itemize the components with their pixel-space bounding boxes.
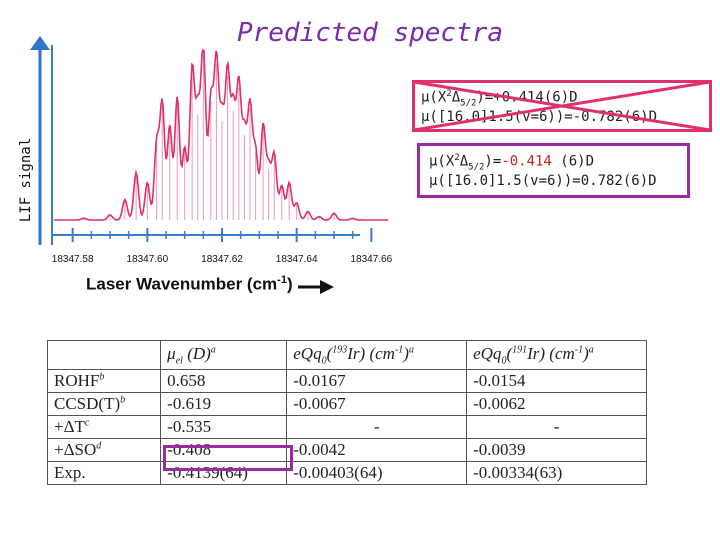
eqq193-cell: -0.00403(64) [286, 461, 468, 485]
table-row: +ΔSOd -0.408 -0.0042 -0.0039 [46, 438, 647, 462]
cross-out-mark [413, 80, 711, 132]
x-tick-label: 18347.64 [276, 254, 318, 265]
eqq191-cell: -0.0154 [466, 369, 647, 393]
corrected-result-box: μ(X2Δ5/2)=-0.414 (6)D μ([16.0]1.5(v=6))=… [417, 143, 690, 198]
y-axis-arrowhead [30, 36, 50, 50]
old-dipole-x: μ(X2Δ5/2)=+0.414(6)D [421, 89, 578, 109]
mu-cell: -0.4139(64) [160, 461, 288, 485]
method-cell: Exp. [46, 461, 162, 485]
table-header-row: μel (D)a eQq0(193Ir) (cm-1)a eQq0(191Ir)… [46, 340, 647, 370]
slide-title: Predicted spectra [236, 18, 504, 48]
eqq193-cell: -0.0067 [286, 392, 468, 416]
x-axis-label: Laser Wavenumber (cm-1) [86, 274, 293, 294]
results-table: μel (D)a eQq0(193Ir) (cm-1)a eQq0(191Ir)… [46, 340, 647, 485]
eqq193-cell: -0.0167 [286, 369, 468, 393]
spectrum-chart: 18347.58 18347.60 18347.62 18347.64 18347.66 [30, 36, 393, 294]
eqq191-cell: -0.00334(63) [466, 461, 647, 485]
new-dipole-x: μ(X2Δ5/2)=-0.414 (6)D [429, 153, 595, 173]
crossed-out-result-box: μ(X2Δ5/2)=+0.414(6)D μ([16.0]1.5(v=6))=-… [412, 80, 712, 132]
header-empty [46, 340, 162, 370]
table-row: ROHFb 0.658 -0.0167 -0.0154 [46, 369, 647, 393]
header-mu: μel (D)a [160, 340, 288, 370]
eqq193-cell: - [286, 415, 468, 439]
eqq191-cell: -0.0039 [466, 438, 647, 462]
x-axis-arrowhead [320, 280, 334, 294]
eqq191-cell: -0.0062 [466, 392, 647, 416]
x-tick-label: 18347.62 [201, 254, 243, 265]
mu-cell: -0.619 [160, 392, 288, 416]
table-row: +ΔTc -0.535 - - [46, 415, 647, 439]
method-cell: +ΔTc [46, 415, 162, 439]
x-tick-label: 18347.66 [350, 254, 392, 265]
method-cell: ROHFb [46, 369, 162, 393]
method-cell: +ΔSOd [46, 438, 162, 462]
x-tick-label: 18347.60 [126, 254, 168, 265]
table-row: Exp. -0.4139(64) -0.00403(64) -0.00334(6… [46, 461, 647, 485]
table-row: CCSD(T)b -0.619 -0.0067 -0.0062 [46, 392, 647, 416]
method-cell: CCSD(T)b [46, 392, 162, 416]
header-eqq193: eQq0(193Ir) (cm-1)a [286, 340, 468, 370]
eqq191-cell: - [466, 415, 647, 439]
new-dipole-excited: μ([16.0]1.5(v=6))=0.782(6)D [429, 173, 657, 189]
eqq193-cell: -0.0042 [286, 438, 468, 462]
mu-cell: 0.658 [160, 369, 288, 393]
spectrum-line [54, 48, 388, 221]
highlight-box [163, 445, 293, 471]
header-eqq191: eQq0(191Ir) (cm-1)a [466, 340, 647, 370]
x-tick-label: 18347.58 [52, 254, 94, 265]
mu-cell: -0.535 [160, 415, 288, 439]
